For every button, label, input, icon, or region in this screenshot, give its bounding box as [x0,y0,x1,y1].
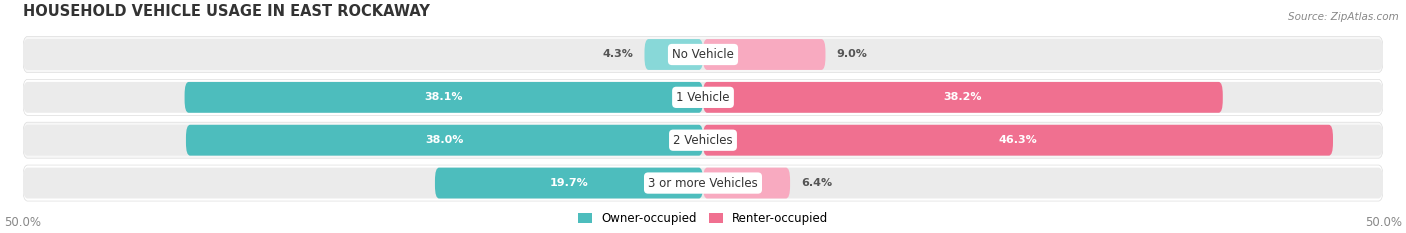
FancyBboxPatch shape [703,168,790,199]
Text: 6.4%: 6.4% [801,178,832,188]
FancyBboxPatch shape [22,79,1384,115]
Text: Source: ZipAtlas.com: Source: ZipAtlas.com [1288,12,1399,22]
FancyBboxPatch shape [703,39,825,70]
Text: 38.2%: 38.2% [943,92,983,102]
FancyBboxPatch shape [22,82,1384,113]
Text: 46.3%: 46.3% [998,135,1038,145]
Legend: Owner-occupied, Renter-occupied: Owner-occupied, Renter-occupied [572,207,834,230]
Text: 38.0%: 38.0% [425,135,464,145]
FancyBboxPatch shape [22,37,1384,72]
Text: No Vehicle: No Vehicle [672,48,734,61]
FancyBboxPatch shape [186,125,703,156]
Text: 9.0%: 9.0% [837,49,868,59]
Text: 1 Vehicle: 1 Vehicle [676,91,730,104]
Text: HOUSEHOLD VEHICLE USAGE IN EAST ROCKAWAY: HOUSEHOLD VEHICLE USAGE IN EAST ROCKAWAY [22,4,430,19]
Text: 2 Vehicles: 2 Vehicles [673,134,733,147]
FancyBboxPatch shape [434,168,703,199]
Text: 38.1%: 38.1% [425,92,463,102]
FancyBboxPatch shape [703,82,1223,113]
FancyBboxPatch shape [22,39,1384,70]
FancyBboxPatch shape [184,82,703,113]
FancyBboxPatch shape [22,122,1384,158]
FancyBboxPatch shape [22,165,1384,201]
FancyBboxPatch shape [22,168,1384,199]
FancyBboxPatch shape [22,125,1384,156]
Text: 3 or more Vehicles: 3 or more Vehicles [648,177,758,190]
Text: 19.7%: 19.7% [550,178,588,188]
Text: 4.3%: 4.3% [603,49,634,59]
FancyBboxPatch shape [703,125,1333,156]
FancyBboxPatch shape [644,39,703,70]
